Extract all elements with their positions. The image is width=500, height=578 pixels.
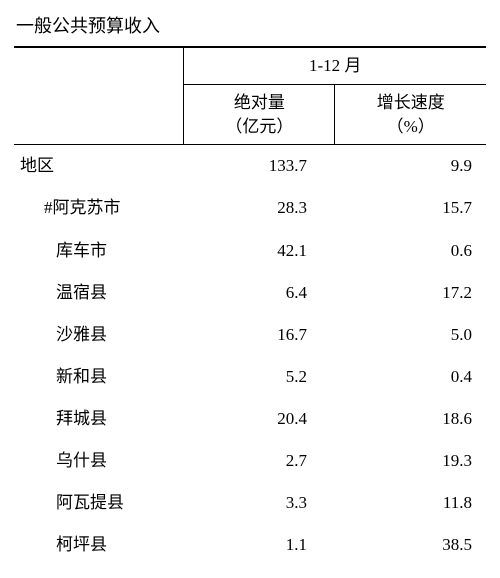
row-label: 拜城县 [14,398,184,440]
header-growth-line2: （%） [387,117,435,136]
table-row: 库车市42.10.6 [14,230,486,272]
header-absolute-line2: （亿元） [225,117,293,136]
row-label: 新和县 [14,356,184,398]
header-growth: 增长速度 （%） [335,84,486,145]
table-title: 一般公共预算收入 [14,12,486,38]
row-growth: 5.0 [335,314,486,356]
row-label: 阿瓦提县 [14,482,184,524]
row-absolute: 28.3 [184,187,335,229]
table-row: 拜城县20.418.6 [14,398,486,440]
row-growth: 11.8 [335,482,486,524]
table-row: 柯坪县1.138.5 [14,524,486,566]
row-absolute: 2.7 [184,440,335,482]
table-row: 阿瓦提县3.311.8 [14,482,486,524]
budget-table: 1-12 月 绝对量 （亿元） 增长速度 （%） 地区133.79.9#阿克苏市… [14,46,486,566]
row-absolute: 42.1 [184,230,335,272]
row-absolute: 6.4 [184,272,335,314]
row-growth: 15.7 [335,187,486,229]
row-absolute: 3.3 [184,482,335,524]
row-label: 温宿县 [14,272,184,314]
row-growth: 38.5 [335,524,486,566]
header-absolute-line1: 绝对量 [234,93,285,112]
row-growth: 18.6 [335,398,486,440]
table-row: 沙雅县16.75.0 [14,314,486,356]
table-row: #阿克苏市28.315.7 [14,187,486,229]
row-label: 沙雅县 [14,314,184,356]
row-growth: 19.3 [335,440,486,482]
row-label: 乌什县 [14,440,184,482]
row-growth: 17.2 [335,272,486,314]
row-absolute: 20.4 [184,398,335,440]
row-growth: 0.4 [335,356,486,398]
table-body: 地区133.79.9#阿克苏市28.315.7库车市42.10.6温宿县6.41… [14,145,486,566]
row-label: 柯坪县 [14,524,184,566]
row-growth: 9.9 [335,145,486,188]
row-absolute: 5.2 [184,356,335,398]
row-absolute: 133.7 [184,145,335,188]
header-period: 1-12 月 [184,47,486,84]
table-row: 地区133.79.9 [14,145,486,188]
table-row: 新和县5.20.4 [14,356,486,398]
table-row: 温宿县6.417.2 [14,272,486,314]
row-absolute: 1.1 [184,524,335,566]
header-absolute: 绝对量 （亿元） [184,84,335,145]
row-absolute: 16.7 [184,314,335,356]
row-label: #阿克苏市 [14,187,184,229]
table-row: 乌什县2.719.3 [14,440,486,482]
row-label: 库车市 [14,230,184,272]
row-label: 地区 [14,145,184,188]
header-growth-line1: 增长速度 [377,93,445,112]
header-blank [14,47,184,145]
row-growth: 0.6 [335,230,486,272]
